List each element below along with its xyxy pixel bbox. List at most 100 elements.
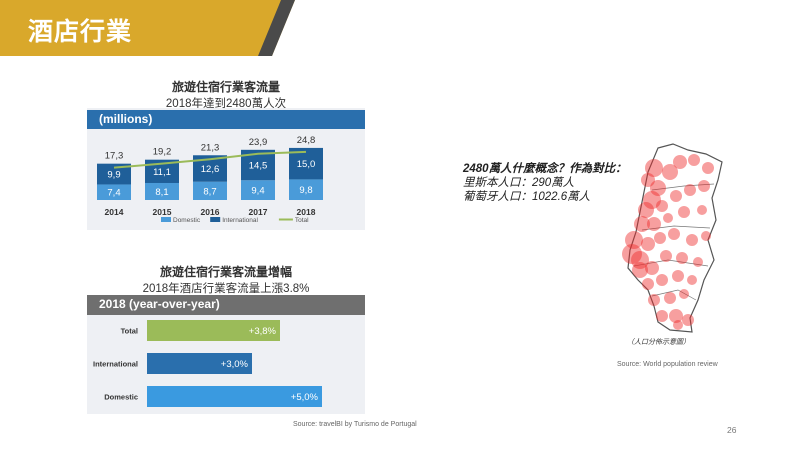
tick-label-2018: 2018 [297, 207, 316, 217]
density-dot [632, 262, 648, 278]
density-dot [654, 232, 666, 244]
category-label-total: Total [121, 327, 138, 336]
bar-domestic-2018 [289, 179, 323, 200]
density-dot [641, 237, 655, 251]
density-dot [672, 270, 684, 282]
density-dot [641, 173, 655, 187]
chart1-subtitle: 2018年達到2480萬人次 [165, 98, 287, 110]
callout-heading: 2480萬人什麼概念？作為對比： [463, 163, 627, 175]
label-domestic-2017: 9,4 [251, 186, 264, 197]
density-dot [650, 180, 666, 196]
population-map [622, 143, 723, 333]
density-dot [697, 205, 707, 215]
density-dot [647, 217, 661, 231]
chart1-header: (millions) [87, 110, 365, 129]
map-outline [627, 143, 723, 333]
label-total-2016: 21,3 [201, 142, 220, 153]
density-dot [634, 216, 650, 232]
label-international-2015: 11,1 [153, 167, 171, 178]
chart1-header-label: (millions) [99, 112, 153, 126]
density-dot [702, 162, 714, 174]
density-dot [643, 191, 661, 209]
density-dot [656, 274, 668, 286]
callout-portugal: 葡萄牙人口：1022.6萬人 [463, 191, 591, 203]
bar-international-2014 [97, 163, 131, 185]
title-banner-shape [0, 0, 295, 56]
density-dot [631, 251, 649, 269]
label-international-2018: 15,0 [297, 159, 316, 170]
density-dot [648, 294, 660, 306]
callout-lisbon: 里斯本人口：290萬人 [463, 177, 575, 189]
density-dot [698, 180, 710, 192]
label-growth-international: +3,0% [221, 359, 249, 370]
density-dot [668, 228, 680, 240]
density-dot [663, 213, 673, 223]
bar-growth-domestic [147, 386, 322, 407]
comparison-callout: 2480萬人什麼概念？作為對比： 里斯本人口：290萬人 葡萄牙人口：1022.… [463, 162, 627, 204]
bar-domestic-2014 [97, 184, 131, 200]
chart2-header-label: 2018 (year-over-year) [99, 297, 220, 311]
map-district-lines [633, 183, 715, 301]
chart2-subtitle: 2018年酒店行業客流量上漲3.8% [142, 283, 310, 295]
density-dot [688, 154, 700, 166]
density-dot [679, 289, 689, 299]
density-dot [664, 292, 676, 304]
label-growth-total: +3,8% [249, 326, 277, 337]
density-dot [673, 320, 683, 330]
chart1-plot: 7,4 9,9 17,3 2014 8,1 11,1 19,2 2015 8,7 12,6 21,3… [97, 135, 323, 224]
density-dot [638, 202, 654, 218]
tick-label-2016: 2016 [201, 207, 220, 217]
label-international-2014: 9,9 [107, 170, 120, 181]
density-dot [687, 275, 697, 285]
label-international-2016: 12,6 [201, 164, 220, 175]
category-label-international: International [93, 360, 138, 369]
label-domestic-2014: 7,4 [107, 188, 120, 199]
map-caption: （人口分佈示意圖） [627, 339, 690, 346]
tick-label-2017: 2017 [249, 207, 268, 217]
density-dot [656, 200, 668, 212]
label-domestic-2015: 8,1 [155, 187, 168, 198]
total-line [113, 150, 307, 169]
chart-source: Source: travelBI by Turismo de Portugal [293, 421, 417, 428]
density-dot [645, 159, 663, 177]
density-dot [701, 231, 711, 241]
category-label-domestic: Domestic [104, 393, 138, 402]
bar-growth-international [147, 353, 252, 374]
density-dot [656, 310, 668, 322]
population-density-dots [622, 154, 714, 330]
density-dot [622, 244, 642, 264]
bar-domestic-2015 [145, 182, 179, 200]
legend-total: Total [295, 217, 309, 224]
legend-swatch-international [210, 217, 221, 222]
chart2-plot: +3,8% Total +3,0% International +5,0% Domesti… [93, 320, 322, 407]
density-dot [660, 250, 672, 262]
chart2-header: 2018 (year-over-year) [87, 295, 365, 315]
tick-label-2015: 2015 [153, 207, 172, 217]
legend-domestic: Domestic [173, 217, 201, 224]
density-dot [676, 252, 688, 264]
label-domestic-2018: 9,8 [299, 185, 312, 196]
density-dot [684, 184, 696, 196]
density-dot [682, 314, 694, 326]
legend-international: International [222, 217, 258, 224]
density-dot [662, 164, 678, 180]
density-dot [678, 206, 690, 218]
label-total-2018: 24,8 [297, 135, 316, 146]
density-dot [670, 190, 682, 202]
page-number: 26 [727, 425, 737, 435]
label-total-2017: 23,9 [249, 137, 268, 148]
page-title: 酒店行業 [28, 18, 133, 46]
bar-growth-total [147, 320, 280, 341]
map-source: Source: World population review [617, 361, 718, 368]
label-growth-domestic: +5,0% [291, 392, 319, 403]
label-total-2014: 17,3 [105, 151, 124, 162]
density-dot [673, 155, 687, 169]
bar-domestic-2017 [241, 180, 275, 200]
title-banner: 酒店行業 [0, 0, 295, 56]
legend-swatch-domestic [161, 217, 171, 222]
density-dot [669, 309, 683, 323]
density-dot [645, 261, 659, 275]
density-dot [686, 234, 698, 246]
density-dot [693, 257, 703, 267]
chart1-title: 旅遊住宿行業客流量 [171, 80, 280, 94]
